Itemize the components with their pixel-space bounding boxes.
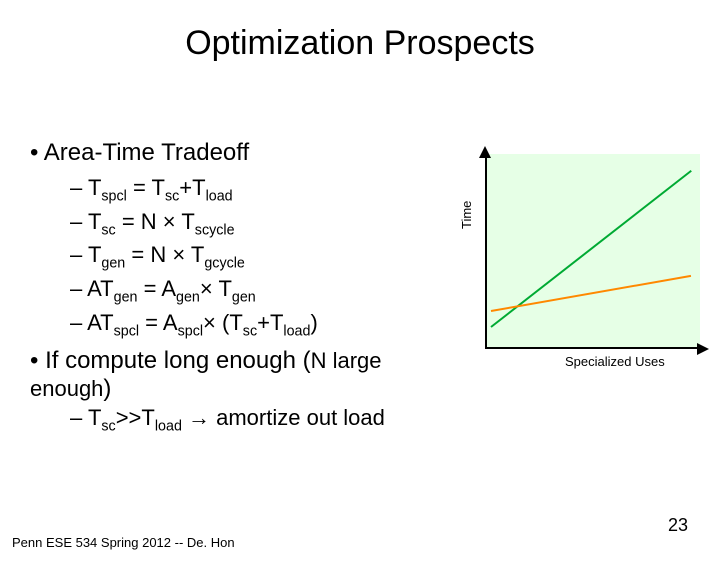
eq-tgen: Tgen = N × Tgcycle xyxy=(70,240,460,274)
page-number: 23 xyxy=(668,515,688,536)
footer-text: Penn ESE 534 Spring 2012 -- De. Hon xyxy=(12,535,235,550)
chart-line-1 xyxy=(491,275,691,312)
content-block: Area-Time Tradeoff Tspcl = Tsc+Tload Tsc… xyxy=(30,139,460,437)
page-title: Optimization Prospects xyxy=(0,24,720,63)
eq-atgen: ATgen = Agen× Tgen xyxy=(70,274,460,308)
chart-plot-area xyxy=(485,154,700,349)
implication: Tsc>>Tload → amortize out load xyxy=(70,403,460,437)
y-axis-arrow-icon xyxy=(479,146,491,158)
eq-tspcl: Tspcl = Tsc+Tload xyxy=(70,173,460,207)
eq-atspcl: ATspcl = Aspcl× (Tsc+Tload) xyxy=(70,308,460,342)
x-axis-label: Specialized Uses xyxy=(565,354,665,369)
x-axis-arrow-icon xyxy=(697,343,709,355)
eq-tsc: Tsc = N × Tscycle xyxy=(70,207,460,241)
y-axis-label: Time xyxy=(459,201,474,229)
bullet-if-compute: If compute long enough (N large enough) xyxy=(30,347,460,403)
tradeoff-chart: Time Specialized Uses xyxy=(465,154,700,379)
bullet-area-time: Area-Time Tradeoff xyxy=(30,139,460,167)
